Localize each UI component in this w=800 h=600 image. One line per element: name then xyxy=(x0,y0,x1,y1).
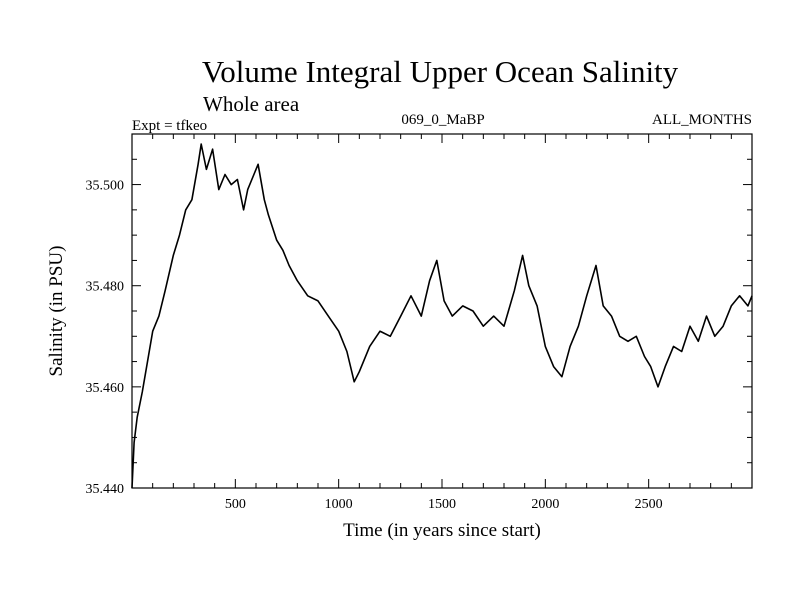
series-layer xyxy=(131,143,753,489)
x-tick-label: 2500 xyxy=(635,497,663,512)
series-line-0 xyxy=(131,143,753,489)
chart-subtitle: Whole area xyxy=(203,92,300,116)
x-tick-label: 2000 xyxy=(531,497,559,512)
y-tick-label: 35.480 xyxy=(86,280,125,295)
run-annotation: 069_0_MaBP xyxy=(401,112,484,128)
x-tick-label: 1000 xyxy=(325,497,353,512)
y-axis-ticks: 35.440 35.460 35.480 35.500 xyxy=(86,158,752,497)
x-axis-label: Time (in years since start) xyxy=(343,520,541,541)
expt-annotation: Expt = tfkeo xyxy=(132,118,207,134)
x-axis-ticks: 500 1000 1500 2000 2500 xyxy=(152,134,732,512)
months-annotation: ALL_MONTHS xyxy=(652,112,752,128)
chart-title: Volume Integral Upper Ocean Salinity xyxy=(202,54,679,89)
y-axis-label: Salinity (in PSU) xyxy=(46,246,67,377)
plot-frame xyxy=(131,133,753,489)
y-tick-label: 35.440 xyxy=(86,482,125,497)
y-tick-label: 35.500 xyxy=(86,179,125,194)
x-tick-label: 500 xyxy=(225,497,246,512)
x-tick-label: 1500 xyxy=(428,497,456,512)
y-tick-label: 35.460 xyxy=(86,381,125,396)
